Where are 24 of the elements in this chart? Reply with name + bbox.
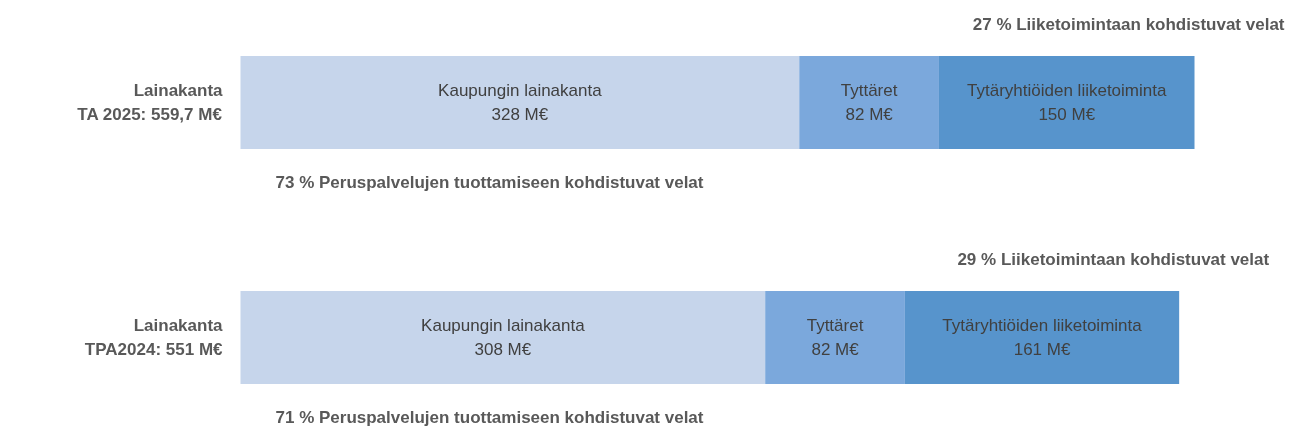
data-label: 82 M€ [811, 339, 860, 359]
text: Tyttäret [806, 316, 864, 336]
series-label: Tytäryhtiöiden liiketoiminta [967, 81, 1167, 101]
series-label: Kaupungin lainakanta [438, 81, 603, 101]
annotation: 27 % Liiketoimintaan kohdistuvat velat [972, 15, 1285, 35]
data-label: 82 M€ [845, 104, 894, 124]
series-label: Tyttäret [840, 81, 898, 101]
text: Kaupungin lainakanta [421, 316, 585, 336]
bar [765, 291, 905, 384]
bar [240, 56, 800, 149]
annotation: 73 % Peruspalvelujen tuottamiseen kohdistuvat velat [275, 172, 704, 192]
y-tick-label: Lainakanta TPA2024: 551 M€ [84, 316, 224, 359]
annotation: 29 % Liiketoimintaan kohdistuvat velat [957, 250, 1270, 270]
bar [799, 56, 939, 149]
bar [938, 56, 1195, 149]
annotation: 71 % Peruspalvelujen tuottamiseen kohdistuvat velat [275, 407, 704, 427]
text: Tytäryhtiöiden liiketoiminta [942, 316, 1142, 336]
y-tick-label: Lainakanta TA 2025: 559,7 M€ [77, 81, 224, 124]
data-label: 308 M€ [474, 339, 532, 359]
bar [904, 291, 1180, 384]
data-label: 161 M€ [1013, 339, 1071, 359]
bar [240, 291, 766, 384]
data-label: 328 M€ [491, 104, 549, 124]
data-label: 150 M€ [1038, 104, 1096, 124]
